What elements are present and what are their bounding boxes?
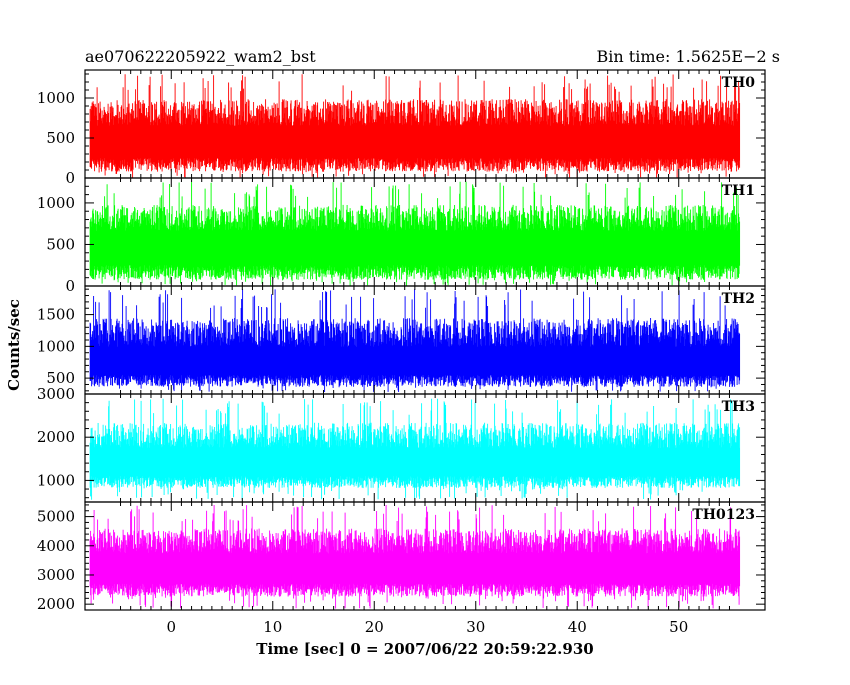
panel-th0: 0 500 1000 TH0 bbox=[37, 69, 766, 187]
x-axis-title: Time [sec] 0 = 2007/06/22 20:59:22.930 bbox=[256, 640, 593, 658]
chart-title: ae070622205922_wam2_bst bbox=[85, 47, 316, 66]
x-axis: 0 10 20 30 40 50 bbox=[166, 618, 688, 636]
x-tick-label: 50 bbox=[669, 618, 688, 636]
y-tick-label: 1500 bbox=[37, 306, 75, 324]
x-tick-label: 40 bbox=[568, 618, 587, 636]
y-tick-label: 1000 bbox=[37, 89, 75, 107]
y-tick-label: 2000 bbox=[37, 595, 75, 613]
panel-label-th1: TH1 bbox=[722, 183, 755, 199]
series-line-th3 bbox=[89, 398, 741, 500]
panels: 0 500 1000 TH0 0 500 1000 TH1 500 1000 1500 TH2 1000… bbox=[37, 69, 766, 613]
y-tick-label: 500 bbox=[46, 129, 75, 147]
panel-label-th2: TH2 bbox=[722, 291, 755, 307]
y-tick-label: 1000 bbox=[37, 194, 75, 212]
x-tick-label: 10 bbox=[263, 618, 282, 636]
y-tick-label: 4000 bbox=[37, 537, 75, 555]
y-axis-title: Counts/sec bbox=[5, 299, 23, 391]
series-line-th1 bbox=[89, 181, 741, 286]
y-tick-label: 1000 bbox=[37, 471, 75, 489]
bin-time-label: Bin time: 1.5625E−2 s bbox=[597, 47, 780, 66]
y-tick-label: 500 bbox=[46, 235, 75, 253]
panel-label-th0123: TH0123 bbox=[692, 507, 755, 523]
x-tick-label: 30 bbox=[466, 618, 485, 636]
y-tick-label: 2000 bbox=[37, 428, 75, 446]
y-tick-label: 5000 bbox=[37, 508, 75, 526]
panel-th0123: 2000 3000 4000 5000 TH0123 bbox=[37, 501, 766, 613]
y-tick-label: 0 bbox=[65, 277, 75, 295]
x-tick-label: 0 bbox=[166, 618, 176, 636]
panel-th1: 0 500 1000 TH1 bbox=[37, 177, 766, 295]
panel-label-th0: TH0 bbox=[722, 75, 756, 91]
x-tick-label: 20 bbox=[365, 618, 384, 636]
y-tick-label: 1000 bbox=[37, 337, 75, 355]
panel-th3: 1000 2000 3000 TH3 bbox=[37, 385, 766, 503]
series-line-th0123 bbox=[89, 505, 741, 609]
panel-th2: 500 1000 1500 TH2 bbox=[37, 285, 766, 395]
y-tick-label: 3000 bbox=[37, 566, 75, 584]
y-tick-label: 0 bbox=[65, 169, 75, 187]
panel-label-th3: TH3 bbox=[722, 399, 755, 415]
series-line-th2 bbox=[89, 289, 741, 393]
y-tick-label: 3000 bbox=[37, 385, 75, 403]
y-tick-label: 500 bbox=[46, 369, 75, 387]
series-line-th0 bbox=[89, 74, 741, 178]
